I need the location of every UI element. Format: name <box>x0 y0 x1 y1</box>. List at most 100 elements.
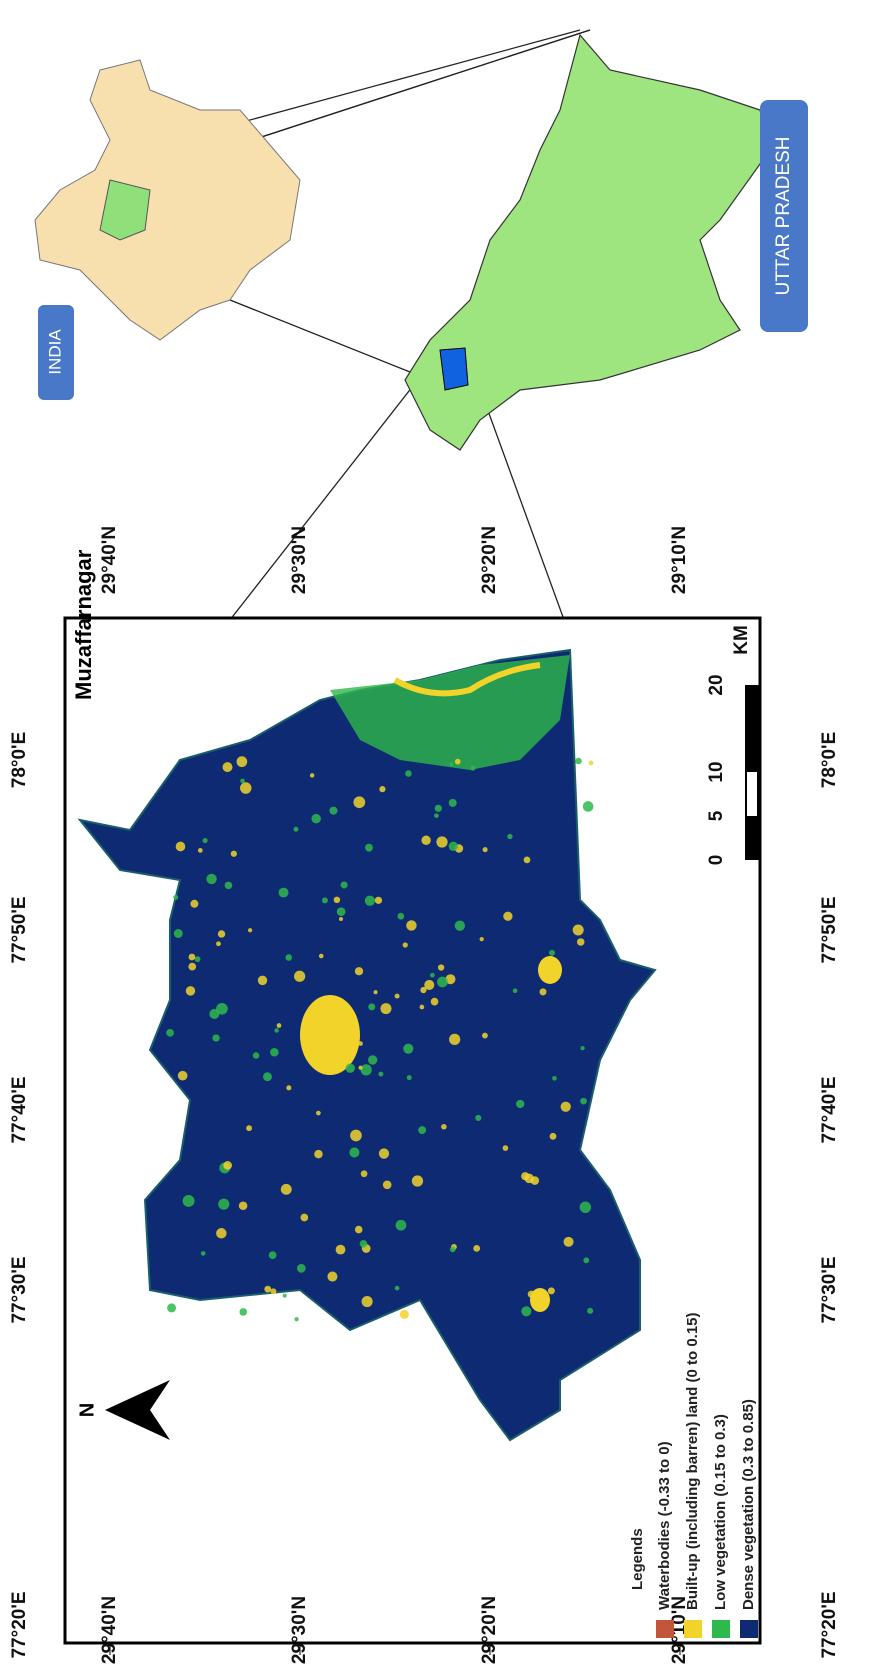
settlement <box>279 888 289 898</box>
settlement <box>223 1161 232 1170</box>
scale-label: 5 <box>706 810 727 821</box>
settlement <box>424 980 434 990</box>
settlement <box>294 827 299 832</box>
legend-swatch <box>712 1620 730 1638</box>
settlement <box>270 1048 279 1057</box>
settlement <box>449 1034 460 1045</box>
settlement <box>223 762 233 772</box>
settlement <box>195 956 201 962</box>
settlement <box>350 1130 362 1142</box>
settlement <box>346 1063 355 1072</box>
settlement <box>516 1100 524 1108</box>
scale-unit: KM <box>731 625 752 655</box>
north-label: N <box>76 1403 98 1417</box>
settlement <box>355 967 363 975</box>
settlement <box>577 938 585 946</box>
settlement <box>314 1150 322 1158</box>
settlement <box>206 874 216 884</box>
settlement <box>274 1028 279 1033</box>
settlement <box>189 954 196 961</box>
settlement <box>329 807 337 815</box>
settlement <box>470 766 475 771</box>
settlement <box>283 1294 287 1298</box>
settlement <box>449 762 453 766</box>
longitude-label: 77°50'E <box>819 896 840 963</box>
settlement <box>300 1214 308 1222</box>
settlement <box>225 882 233 890</box>
urban-area <box>300 995 360 1075</box>
settlement <box>380 1003 391 1014</box>
settlement <box>539 988 546 995</box>
settlement <box>483 847 488 852</box>
settlement <box>438 964 444 970</box>
settlement <box>270 1288 276 1294</box>
settlement <box>212 1034 219 1041</box>
settlement <box>246 1125 252 1131</box>
settlement <box>281 1184 292 1195</box>
settlement <box>248 928 252 932</box>
settlement <box>355 1226 363 1234</box>
settlement <box>218 1199 229 1210</box>
settlement <box>513 988 518 993</box>
settlement <box>358 1041 363 1046</box>
settlement <box>218 930 225 937</box>
settlement <box>549 950 555 956</box>
settlement <box>316 1111 321 1116</box>
settlement <box>353 796 365 808</box>
longitude-label: 77°50'E <box>9 896 30 963</box>
settlement <box>528 1291 535 1298</box>
scale-label: 20 <box>706 674 727 695</box>
settlement <box>294 971 305 982</box>
settlement <box>186 986 195 995</box>
settlement <box>400 1310 409 1319</box>
settlement <box>365 896 375 906</box>
settlement <box>240 782 252 794</box>
settlement <box>311 814 320 823</box>
settlement <box>176 842 186 852</box>
settlement <box>216 941 221 946</box>
settlement <box>482 1033 488 1039</box>
settlement <box>166 1029 174 1037</box>
longitude-label: 77°40'E <box>819 1076 840 1143</box>
settlement <box>362 1296 373 1307</box>
settlement <box>434 813 439 818</box>
scale-label: 10 <box>706 761 727 782</box>
settlement <box>231 851 237 857</box>
settlement <box>437 977 448 988</box>
settlement <box>361 1064 372 1075</box>
settlement <box>203 838 208 843</box>
settlement <box>475 1115 481 1121</box>
settlement <box>407 1075 412 1080</box>
settlement <box>285 954 292 961</box>
settlement <box>420 1005 425 1010</box>
settlement <box>430 973 435 978</box>
settlement <box>374 990 378 994</box>
urban-area <box>538 956 562 984</box>
settlement <box>327 1272 337 1282</box>
settlement <box>239 1308 247 1316</box>
scale-bar <box>745 685 759 860</box>
settlement <box>403 1044 413 1054</box>
settlement <box>583 801 594 812</box>
legend-label: Waterbodies (-0.33 to 0) <box>656 1441 673 1610</box>
settlement <box>183 1195 195 1207</box>
settlement <box>253 1052 260 1059</box>
settlement <box>552 1076 557 1081</box>
settlement <box>521 1306 531 1316</box>
settlement <box>178 1071 188 1081</box>
legend-label: Low vegetation (0.15 to 0.3) <box>712 1414 729 1610</box>
longitude-label: 77°30'E <box>819 1256 840 1323</box>
settlement <box>379 1148 389 1158</box>
settlement <box>365 844 373 852</box>
settlement <box>412 1175 423 1186</box>
settlement <box>449 842 458 851</box>
settlement <box>507 834 512 839</box>
settlement <box>587 1308 593 1314</box>
settlement <box>575 758 582 765</box>
settlement <box>397 913 404 920</box>
settlement <box>580 1098 587 1105</box>
settlement <box>455 759 461 765</box>
settlement <box>339 917 343 921</box>
settlement <box>589 760 594 765</box>
map-title: Muzaffarnagar <box>71 549 96 700</box>
